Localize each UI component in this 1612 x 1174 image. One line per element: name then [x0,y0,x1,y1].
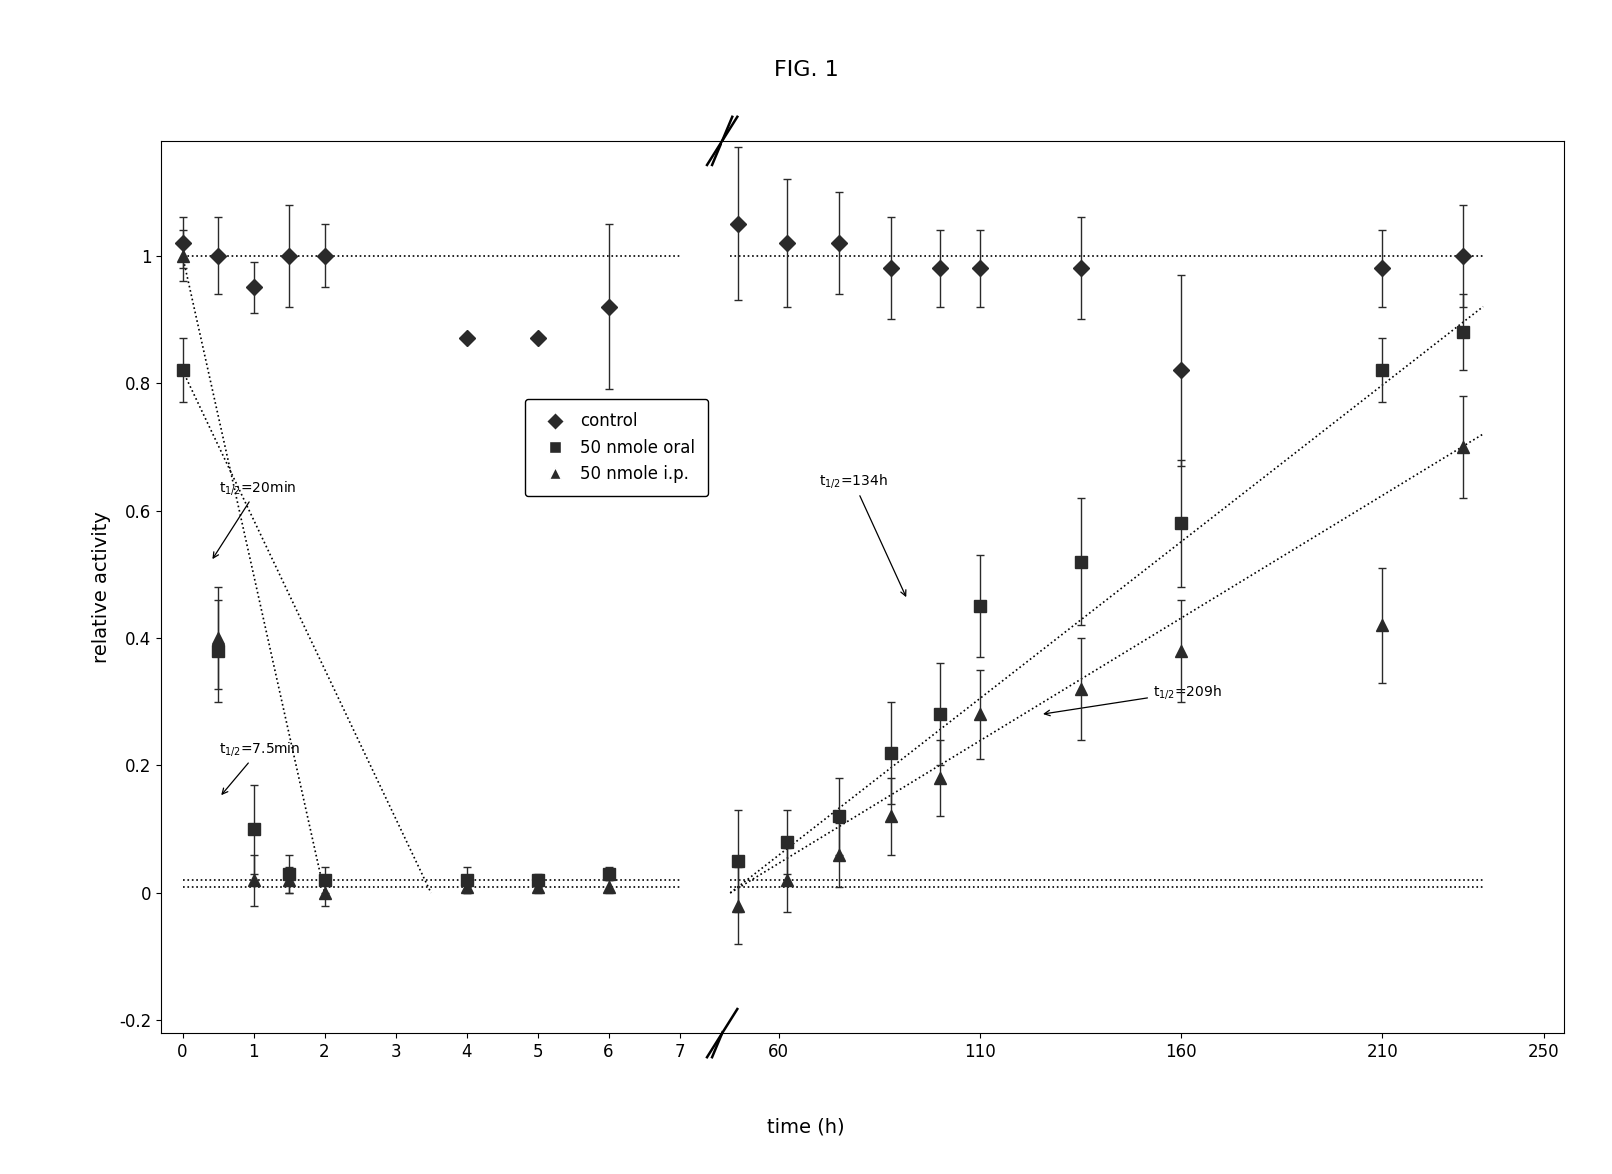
Text: time (h): time (h) [767,1118,845,1136]
Legend: control, 50 nmole oral, 50 nmole i.p.: control, 50 nmole oral, 50 nmole i.p. [526,399,708,497]
Text: t$_{1/2}$=209h: t$_{1/2}$=209h [1045,683,1222,716]
Text: t$_{1/2}$=7.5min: t$_{1/2}$=7.5min [219,740,300,794]
Text: t$_{1/2}$=134h: t$_{1/2}$=134h [819,472,906,596]
Text: FIG. 1: FIG. 1 [774,60,838,81]
Y-axis label: relative activity: relative activity [92,511,111,663]
Text: t$_{1/2}$=20min: t$_{1/2}$=20min [213,479,297,558]
